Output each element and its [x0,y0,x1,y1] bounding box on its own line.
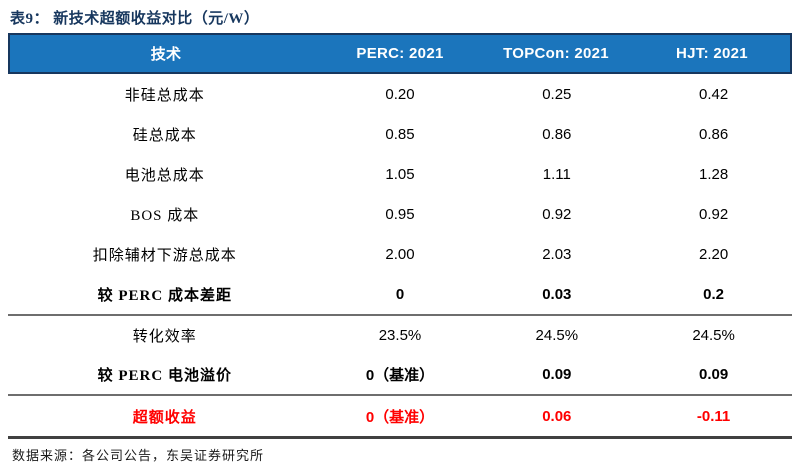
cell-hjt: 0.92 [698,205,729,223]
cell-hjt: 24.5% [692,326,735,344]
cell-hjt: 1.28 [698,165,729,183]
cell-perc: 0.20 [385,85,415,103]
table-row: 扣除辅材下游总成本 2.00 2.03 2.20 [8,234,792,274]
cell-perc: 0 [395,285,405,303]
cell-topcon: 0.06 [542,407,572,425]
cell-hjt: 0.09 [698,365,729,383]
cell-topcon: 24.5% [535,326,579,344]
row-label: 硅总成本 [132,127,197,144]
data-source-note: 数据来源：各公司公告，东吴证券研究所 [12,448,265,463]
table-row-cost-gap: 较 PERC 成本差距 0 0.03 0.2 [8,274,792,314]
cell-perc: 23.5% [378,326,422,344]
cell-topcon: 1.11 [542,165,571,183]
table-row: 电池总成本 1.05 1.11 1.28 [8,154,792,194]
cell-topcon: 0.03 [542,285,572,303]
column-header-tech: 技术 [150,46,182,63]
cell-hjt: 0.86 [698,125,729,143]
cell-perc: 0.95 [385,205,415,223]
table-row-excess-return: 超额收益 0（基准） 0.06 -0.11 [8,394,792,436]
row-label: 较 PERC 电池溢价 [97,367,232,384]
cell-perc: 1.05 [385,165,415,183]
column-header-hjt: HJT: 2021 [676,45,748,62]
row-label: BOS 成本 [130,207,200,224]
table-row-efficiency: 转化效率 23.5% 24.5% 24.5% [8,314,792,354]
cell-topcon: 0.86 [542,125,572,143]
cell-perc: 2.00 [385,245,415,263]
cell-topcon: 0.92 [542,205,572,223]
cell-perc: 0（基准） [365,408,435,426]
table-row: BOS 成本 0.95 0.92 0.92 [8,194,792,234]
data-table: 技术 PERC: 2021 TOPCon: 2021 HJT: 2021 非硅总… [8,33,792,439]
row-label: 超额收益 [132,409,197,426]
cell-topcon: 0.25 [542,85,572,103]
row-label: 较 PERC 成本差距 [97,287,232,304]
cell-topcon: 0.09 [542,365,572,383]
cell-hjt: 2.20 [698,245,729,263]
row-label: 转化效率 [132,328,197,345]
cell-hjt: 0.2 [703,285,725,303]
cell-hjt: -0.11 [696,407,731,425]
column-header-topcon: TOPCon: 2021 [503,45,609,62]
cell-perc: 0.85 [385,125,415,143]
table-title: 表9： 新技术超额收益对比（元/W） [10,11,260,27]
table-row: 硅总成本 0.85 0.86 0.86 [8,114,792,154]
row-label: 扣除辅材下游总成本 [92,247,237,264]
table-header-row: 技术 PERC: 2021 TOPCon: 2021 HJT: 2021 [8,33,792,74]
cell-perc: 0（基准） [365,366,435,384]
row-label: 电池总成本 [124,167,205,184]
cell-topcon: 2.03 [542,245,572,263]
table-row-cell-premium: 较 PERC 电池溢价 0（基准） 0.09 0.09 [8,354,792,394]
column-header-perc: PERC: 2021 [356,45,444,62]
table-row: 非硅总成本 0.20 0.25 0.42 [8,74,792,114]
cell-hjt: 0.42 [698,85,729,103]
row-label: 非硅总成本 [124,87,205,104]
